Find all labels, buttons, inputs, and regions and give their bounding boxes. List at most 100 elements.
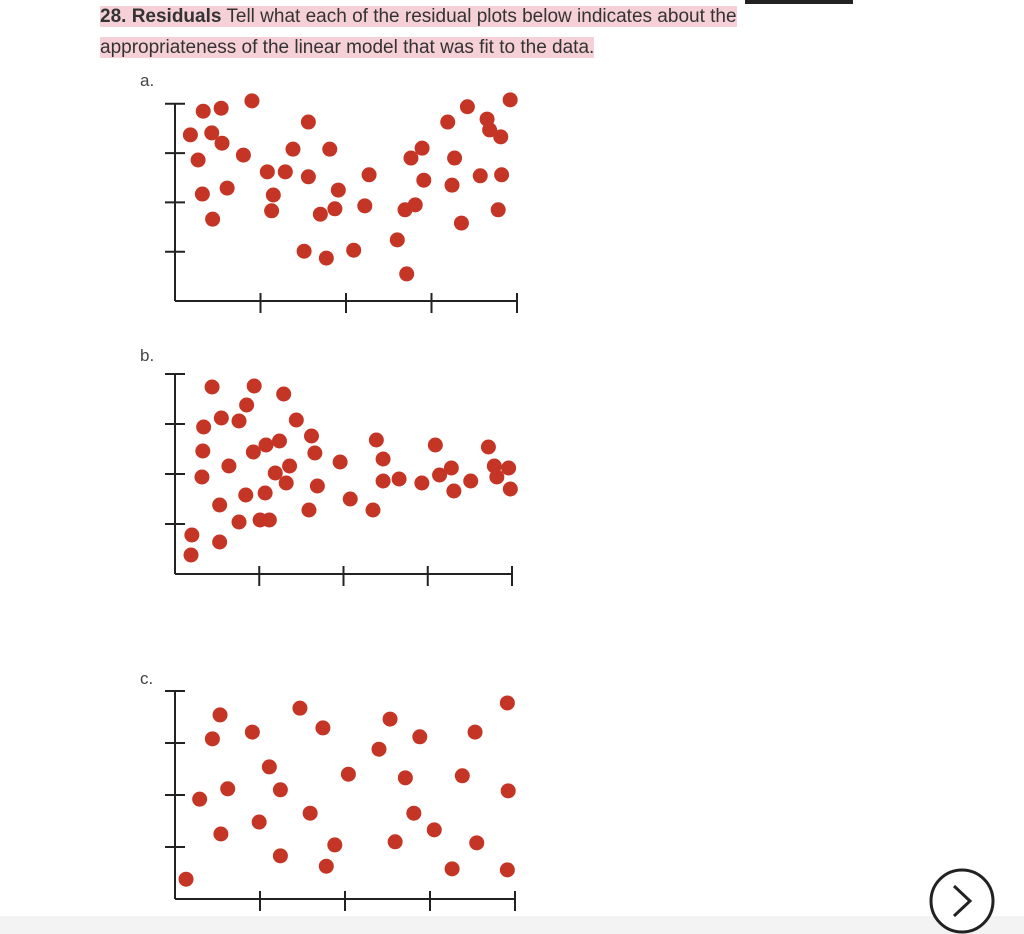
data-point [213, 410, 229, 426]
data-point [467, 724, 483, 740]
next-button-circle[interactable] [929, 868, 995, 934]
chart-label: c. [140, 669, 153, 688]
data-point [245, 444, 261, 460]
data-point [309, 478, 325, 494]
data-point [340, 766, 356, 782]
data-point [469, 835, 485, 851]
data-point [482, 122, 498, 138]
data-point [244, 724, 260, 740]
data-point [453, 215, 469, 231]
data-point [285, 141, 301, 157]
data-point [365, 502, 381, 518]
data-point [493, 129, 509, 145]
next-button[interactable] [929, 868, 995, 934]
data-point [259, 164, 275, 180]
next-button-arrow[interactable] [952, 884, 973, 918]
data-point [444, 177, 460, 193]
question-text: Tell what each of the residual plots bel… [100, 6, 737, 58]
question-heading: 28. Residuals [100, 6, 222, 27]
data-point [327, 201, 343, 217]
data-point [301, 502, 317, 518]
data-point [330, 182, 346, 198]
data-point [382, 711, 398, 727]
data-point [315, 720, 331, 736]
data-point [375, 451, 391, 467]
data-point [184, 527, 200, 543]
data-point [277, 164, 293, 180]
data-point [403, 150, 419, 166]
data-point [501, 460, 517, 476]
data-point [499, 695, 515, 711]
data-point [288, 412, 304, 428]
data-point [346, 242, 362, 258]
data-point [261, 759, 277, 775]
data-point [183, 547, 199, 563]
data-point [480, 439, 496, 455]
data-point [272, 848, 288, 864]
data-point [502, 481, 518, 497]
data-point [489, 469, 505, 485]
data-point [414, 475, 430, 491]
data-point [375, 473, 391, 489]
data-point [318, 858, 334, 874]
data-point [371, 741, 387, 757]
data-point [265, 187, 281, 203]
data-point [276, 386, 292, 402]
chart-label: a. [140, 71, 154, 90]
data-point [204, 379, 220, 395]
data-point [494, 167, 510, 183]
data-point [472, 168, 488, 184]
data-point [220, 781, 236, 797]
data-point [212, 497, 228, 513]
data-point [368, 432, 384, 448]
data-point [272, 782, 288, 798]
data-point [261, 512, 277, 528]
data-point [258, 437, 274, 453]
data-point [389, 232, 405, 248]
data-point [219, 180, 235, 196]
data-point [500, 783, 516, 799]
data-point [178, 871, 194, 887]
data-point [231, 514, 247, 530]
data-point [296, 243, 312, 259]
data-point [204, 731, 220, 747]
top-bar [745, 0, 853, 4]
data-point [312, 206, 328, 222]
data-point [300, 169, 316, 185]
data-point [204, 125, 220, 141]
data-point [300, 114, 316, 130]
data-point [463, 473, 479, 489]
data-point [214, 135, 230, 151]
data-point [195, 443, 211, 459]
data-point [342, 491, 358, 507]
data-point [264, 203, 280, 219]
data-point [282, 458, 298, 474]
data-point [239, 397, 255, 413]
data-point [195, 103, 211, 119]
data-point [194, 469, 210, 485]
data-point [303, 428, 319, 444]
data-point [271, 433, 287, 449]
data-point [406, 805, 422, 821]
data-point [332, 454, 348, 470]
data-point [267, 465, 283, 481]
data-point [490, 202, 506, 218]
data-point [212, 534, 228, 550]
bottom-bar [0, 916, 1024, 934]
data-point [443, 460, 459, 476]
data-point [238, 487, 254, 503]
data-point [318, 250, 334, 266]
data-point [196, 419, 212, 435]
data-point [302, 805, 318, 821]
data-point [361, 167, 377, 183]
data-point [399, 266, 415, 282]
data-point [499, 862, 515, 878]
data-point [182, 127, 198, 143]
data-point [257, 485, 273, 501]
data-point [246, 378, 262, 394]
data-point [292, 700, 308, 716]
data-point [414, 140, 430, 156]
data-point [427, 437, 443, 453]
